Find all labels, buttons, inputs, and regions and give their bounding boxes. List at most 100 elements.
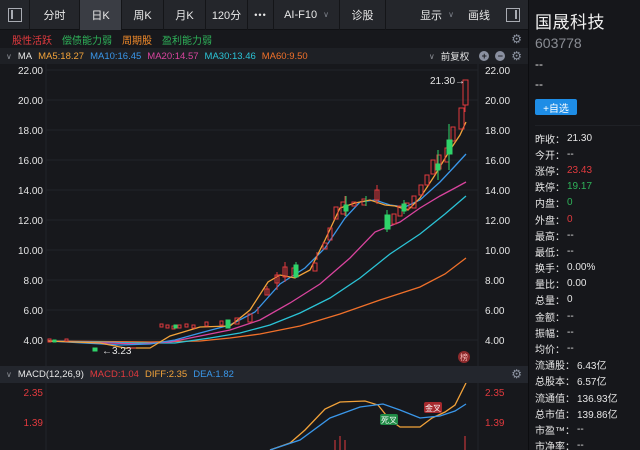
quote-info-list: 昨收： 21.30 今开： -- 涨停： 23.43 跌停： 19.17 内盘： 0 外盘… xyxy=(535,125,640,450)
tab-intraday[interactable]: 分时 xyxy=(30,0,80,30)
macd-chart-svg: 2.35 1.39 2.35 1.39 死叉 金叉 xyxy=(24,382,505,450)
ma30-value: MA30:13.46 xyxy=(204,50,256,62)
death-cross-label: 死叉 xyxy=(381,416,397,425)
info-total-shares: 总股本： 6.57亿 xyxy=(535,377,607,389)
ma60-value: MA60:9.50 xyxy=(261,50,308,62)
tag-active-stock[interactable]: 股性活跃 xyxy=(12,35,52,47)
left-axis-tick: 20.00 xyxy=(18,96,43,107)
candlestick-chart-svg: 22.00 20.00 18.00 16.00 14.00 12.00 10.0… xyxy=(18,64,510,366)
zoom-in-icon[interactable]: + xyxy=(479,51,490,61)
rank-badge-bg xyxy=(458,351,470,363)
ma20-value: MA20:14.57 xyxy=(147,50,199,62)
info-float-value: 流通值： 136.93亿 xyxy=(535,393,618,405)
right-axis-tick: 8.00 xyxy=(485,276,505,287)
add-watchlist-button[interactable]: +自选 xyxy=(535,99,577,115)
info-amount: 金额： -- xyxy=(535,310,574,324)
info-total-volume: 总量： 0 xyxy=(535,294,573,308)
ma10-line xyxy=(47,153,467,346)
chevron-down-icon[interactable]: ∨ xyxy=(6,51,12,61)
tab-daily-k[interactable]: 日K xyxy=(80,0,122,30)
stock-code: 603778 xyxy=(535,35,582,51)
ai-f10-dropdown[interactable]: AI-F10 ∨ xyxy=(274,0,340,30)
diagnose-button[interactable]: 诊股 xyxy=(340,0,386,30)
macd-value: MACD:1.04 xyxy=(89,369,139,380)
zoom-out-icon[interactable]: − xyxy=(495,51,506,61)
tab-weekly-k[interactable]: 周K xyxy=(122,0,164,30)
price-change: -- xyxy=(535,77,543,91)
ma30-line xyxy=(47,195,467,344)
toggle-left-panel-button[interactable] xyxy=(0,0,30,30)
dea-value: DEA:1.82 xyxy=(193,369,234,380)
toggle-right-panel-button[interactable] xyxy=(498,0,528,30)
left-axis-tick: 22.00 xyxy=(18,66,43,77)
left-axis-tick: 14.00 xyxy=(18,186,43,197)
info-open: 今开： -- xyxy=(535,148,574,162)
ai-f10-label: AI-F10 xyxy=(284,8,318,21)
macd-title[interactable]: MACD(12,26,9) xyxy=(17,369,84,380)
period-toolbar: 分时 日K 周K 月K 120分 ••• AI-F10 ∨ 诊股 显示 ∨ 画线 xyxy=(0,0,528,30)
rank-badge: 榜 xyxy=(460,352,468,362)
right-axis-tick: 6.00 xyxy=(485,306,505,317)
ma10-value: MA10:16.45 xyxy=(90,50,142,62)
quote-panel: 国晟科技 603778 -- -- +自选 昨收： 21.30 今开： -- 涨停：… xyxy=(528,0,640,450)
right-axis-tick: 20.00 xyxy=(485,96,510,107)
golden-cross-badge xyxy=(424,402,442,413)
more-button[interactable]: ••• xyxy=(248,0,274,30)
chevron-down-icon: ∨ xyxy=(323,10,329,19)
chevron-down-icon[interactable]: ∨ xyxy=(6,370,12,379)
macd-chart[interactable]: 2.35 1.39 2.35 1.39 死叉 金叉 ⚙ xyxy=(0,367,528,450)
price-adjust-dropdown[interactable]: 前复权 xyxy=(440,52,470,63)
display-dropdown[interactable]: 显示 ∨ xyxy=(414,0,460,30)
tag-weak-profitability[interactable]: 盈利能力弱 xyxy=(162,35,212,47)
tab-120min[interactable]: 120分 xyxy=(206,0,248,30)
right-axis-tick: 12.00 xyxy=(485,216,510,227)
chevron-down-icon: ∨ xyxy=(428,51,435,61)
macd-legend: ∨ MACD(12,26,9) MACD:1.04 DIFF:2.35 DEA:… xyxy=(0,366,528,383)
gear-icon[interactable]: ⚙ xyxy=(511,367,522,381)
gear-icon[interactable]: ⚙ xyxy=(511,49,522,63)
left-axis-tick: 12.00 xyxy=(18,216,43,227)
info-low: 最低： -- xyxy=(535,245,574,259)
current-price: -- xyxy=(535,57,543,71)
tag-weak-solvency[interactable]: 偿债能力弱 xyxy=(62,35,112,47)
info-volume-ratio: 量比： 0.00 xyxy=(535,278,587,292)
tab-monthly-k[interactable]: 月K xyxy=(164,0,206,30)
stock-name: 国晟科技 xyxy=(535,13,605,32)
info-inner-volume: 内盘： 0 xyxy=(535,197,573,211)
ma5-line xyxy=(47,121,467,349)
info-pb: 市净率： -- xyxy=(535,440,584,450)
draw-line-button[interactable]: 画线 xyxy=(468,9,490,22)
right-axis-tick: 18.00 xyxy=(485,126,510,137)
left-axis-tick: 4.00 xyxy=(24,336,44,347)
left-axis-tick: 18.00 xyxy=(18,126,43,137)
info-prev-close: 昨收： 21.30 xyxy=(535,132,593,146)
right-axis-tick: 14.00 xyxy=(485,186,510,197)
chevron-down-icon: ∨ xyxy=(448,10,454,19)
diff-value: DIFF:2.35 xyxy=(144,369,188,380)
left-axis-tick: 10.00 xyxy=(18,246,43,257)
info-float-shares: 流通股： 6.43亿 xyxy=(535,361,607,373)
low-price-label: ←3.23 xyxy=(102,346,132,357)
stock-tags: 股性活跃 偿债能力弱 周期股 盈利能力弱 ⚙ xyxy=(0,30,528,48)
chart-pane: 分时 日K 周K 月K 120分 ••• AI-F10 ∨ 诊股 显示 ∨ 画线… xyxy=(0,0,528,450)
panel-icon xyxy=(7,7,22,22)
candlestick-chart[interactable]: 22.00 20.00 18.00 16.00 14.00 12.00 10.0… xyxy=(0,64,528,366)
info-high: 最高： -- xyxy=(535,229,574,243)
info-amplitude: 振幅： -- xyxy=(535,326,574,340)
death-cross-badge xyxy=(380,414,398,425)
high-price-label: 21.30→ xyxy=(430,76,465,87)
ma5-value: MA5:18.27 xyxy=(38,50,85,62)
macd-right-tick: 2.35 xyxy=(485,388,505,399)
tag-cyclical[interactable]: 周期股 xyxy=(122,35,152,47)
right-axis-tick: 10.00 xyxy=(485,246,510,257)
right-axis-tick: 4.00 xyxy=(485,336,505,347)
left-axis-tick: 8.00 xyxy=(24,276,44,287)
info-limit-down: 跌停： 19.17 xyxy=(535,181,593,195)
gear-icon[interactable]: ⚙ xyxy=(511,32,522,46)
info-market-cap: 总市值： 139.86亿 xyxy=(535,409,618,421)
left-axis-tick: 16.00 xyxy=(18,156,43,167)
display-label: 显示 xyxy=(420,9,443,22)
ma-title[interactable]: MA xyxy=(17,50,33,62)
right-axis-tick: 16.00 xyxy=(485,156,510,167)
